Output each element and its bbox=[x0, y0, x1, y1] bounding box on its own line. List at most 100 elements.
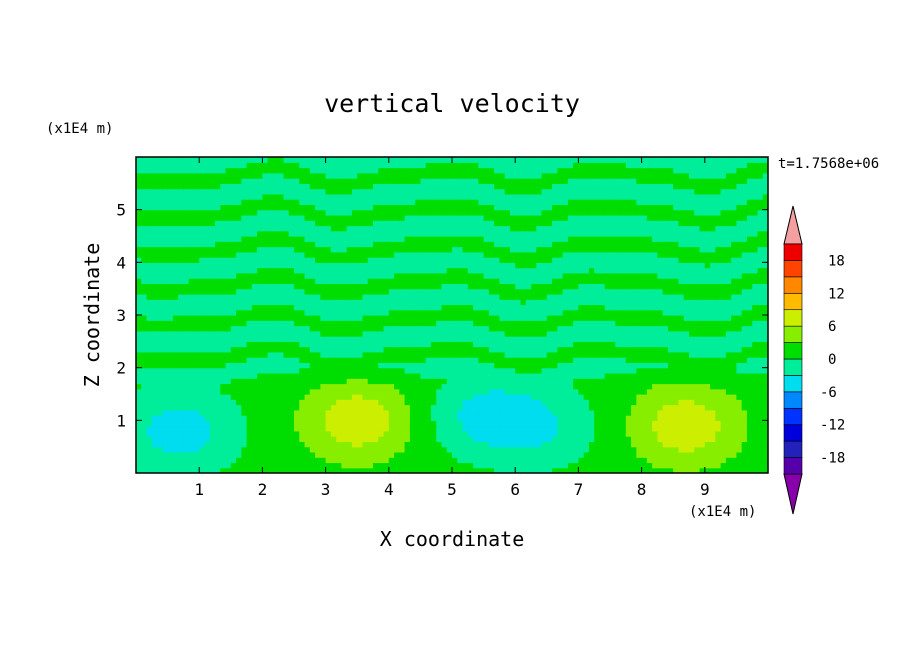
field-cell bbox=[425, 272, 432, 279]
field-cell bbox=[494, 272, 500, 279]
field-cell bbox=[731, 341, 737, 348]
field-cell bbox=[283, 351, 290, 358]
field-cell bbox=[757, 272, 764, 279]
field-cell bbox=[157, 399, 163, 406]
field-cell bbox=[736, 383, 743, 390]
field-cell bbox=[309, 251, 316, 258]
field-cell bbox=[362, 430, 369, 437]
field-cell bbox=[689, 320, 695, 327]
field-cell bbox=[399, 299, 406, 306]
field-cell bbox=[241, 362, 248, 369]
field-cell bbox=[151, 351, 158, 358]
field-cell bbox=[436, 283, 443, 290]
field-cell bbox=[441, 457, 448, 464]
field-cell bbox=[531, 383, 537, 390]
field-cell bbox=[610, 367, 616, 374]
field-cell bbox=[473, 362, 479, 369]
field-cell bbox=[425, 367, 432, 374]
field-cell bbox=[362, 399, 369, 406]
field-cell bbox=[330, 383, 337, 390]
field-cell bbox=[257, 278, 263, 284]
field-cell bbox=[478, 425, 485, 432]
field-cell bbox=[678, 341, 685, 348]
field-cell bbox=[241, 309, 248, 316]
field-cell bbox=[710, 399, 716, 406]
field-cell bbox=[251, 457, 258, 464]
field-cell bbox=[588, 288, 595, 295]
field-cell bbox=[599, 257, 606, 263]
field-cell bbox=[741, 394, 748, 400]
field-cell bbox=[241, 415, 248, 421]
field-cell bbox=[620, 362, 627, 369]
field-cell bbox=[520, 451, 527, 458]
field-cell bbox=[151, 436, 158, 442]
field-cell bbox=[652, 309, 658, 316]
field-cell bbox=[351, 394, 358, 400]
field-cell bbox=[373, 388, 379, 395]
field-cell bbox=[341, 388, 348, 395]
field-cell bbox=[141, 257, 148, 263]
field-cell bbox=[736, 430, 743, 437]
field-cell bbox=[388, 425, 395, 432]
field-cell bbox=[425, 304, 432, 311]
field-cell bbox=[230, 446, 237, 453]
field-cell bbox=[309, 404, 316, 411]
field-cell bbox=[546, 436, 553, 442]
field-cell bbox=[536, 462, 543, 469]
field-cell bbox=[625, 436, 632, 442]
field-cell bbox=[246, 320, 253, 327]
field-cell bbox=[599, 304, 606, 311]
field-cell bbox=[504, 257, 511, 263]
field-cell bbox=[193, 409, 200, 416]
field-cell bbox=[625, 388, 632, 395]
field-cell bbox=[562, 367, 569, 374]
field-cell bbox=[689, 404, 695, 411]
field-cell bbox=[157, 293, 163, 300]
field-cell bbox=[557, 288, 564, 295]
field-cell bbox=[320, 457, 327, 464]
field-cell bbox=[336, 372, 342, 379]
field-cell bbox=[699, 315, 706, 321]
field-cell bbox=[420, 383, 427, 390]
field-cell bbox=[415, 257, 421, 263]
field-cell bbox=[610, 293, 616, 300]
field-cell bbox=[573, 425, 579, 432]
field-cell bbox=[457, 262, 464, 269]
field-cell bbox=[567, 409, 574, 416]
field-cell bbox=[736, 388, 743, 395]
field-cell bbox=[746, 288, 753, 295]
field-cell bbox=[531, 425, 537, 432]
field-cell bbox=[399, 336, 406, 342]
field-cell bbox=[157, 367, 163, 374]
field-cell bbox=[394, 462, 400, 469]
field-cell bbox=[383, 441, 390, 448]
field-cell bbox=[478, 457, 485, 464]
field-cell bbox=[220, 399, 227, 406]
field-cell bbox=[625, 404, 632, 411]
field-cell bbox=[246, 272, 253, 279]
field-cell bbox=[267, 394, 274, 400]
field-cell bbox=[230, 278, 237, 284]
field-cell bbox=[499, 372, 506, 379]
field-cell bbox=[467, 367, 474, 374]
field-cell bbox=[446, 330, 453, 337]
field-cell bbox=[225, 272, 232, 279]
field-cell bbox=[257, 283, 263, 290]
field-cell bbox=[309, 262, 316, 269]
field-cell bbox=[341, 425, 348, 432]
field-cell bbox=[636, 436, 643, 442]
field-cell bbox=[531, 320, 537, 327]
field-cell bbox=[309, 341, 316, 348]
field-cell bbox=[552, 425, 558, 432]
field-cell bbox=[478, 267, 485, 274]
field-cell bbox=[394, 451, 400, 458]
field-cell bbox=[204, 362, 211, 369]
field-cell bbox=[499, 378, 506, 385]
field-cell bbox=[736, 325, 743, 332]
field-cell bbox=[288, 257, 295, 263]
field-cell bbox=[757, 394, 764, 400]
field-cell bbox=[278, 441, 285, 448]
field-cell bbox=[415, 383, 421, 390]
field-cell bbox=[483, 325, 490, 332]
field-cell bbox=[320, 288, 327, 295]
